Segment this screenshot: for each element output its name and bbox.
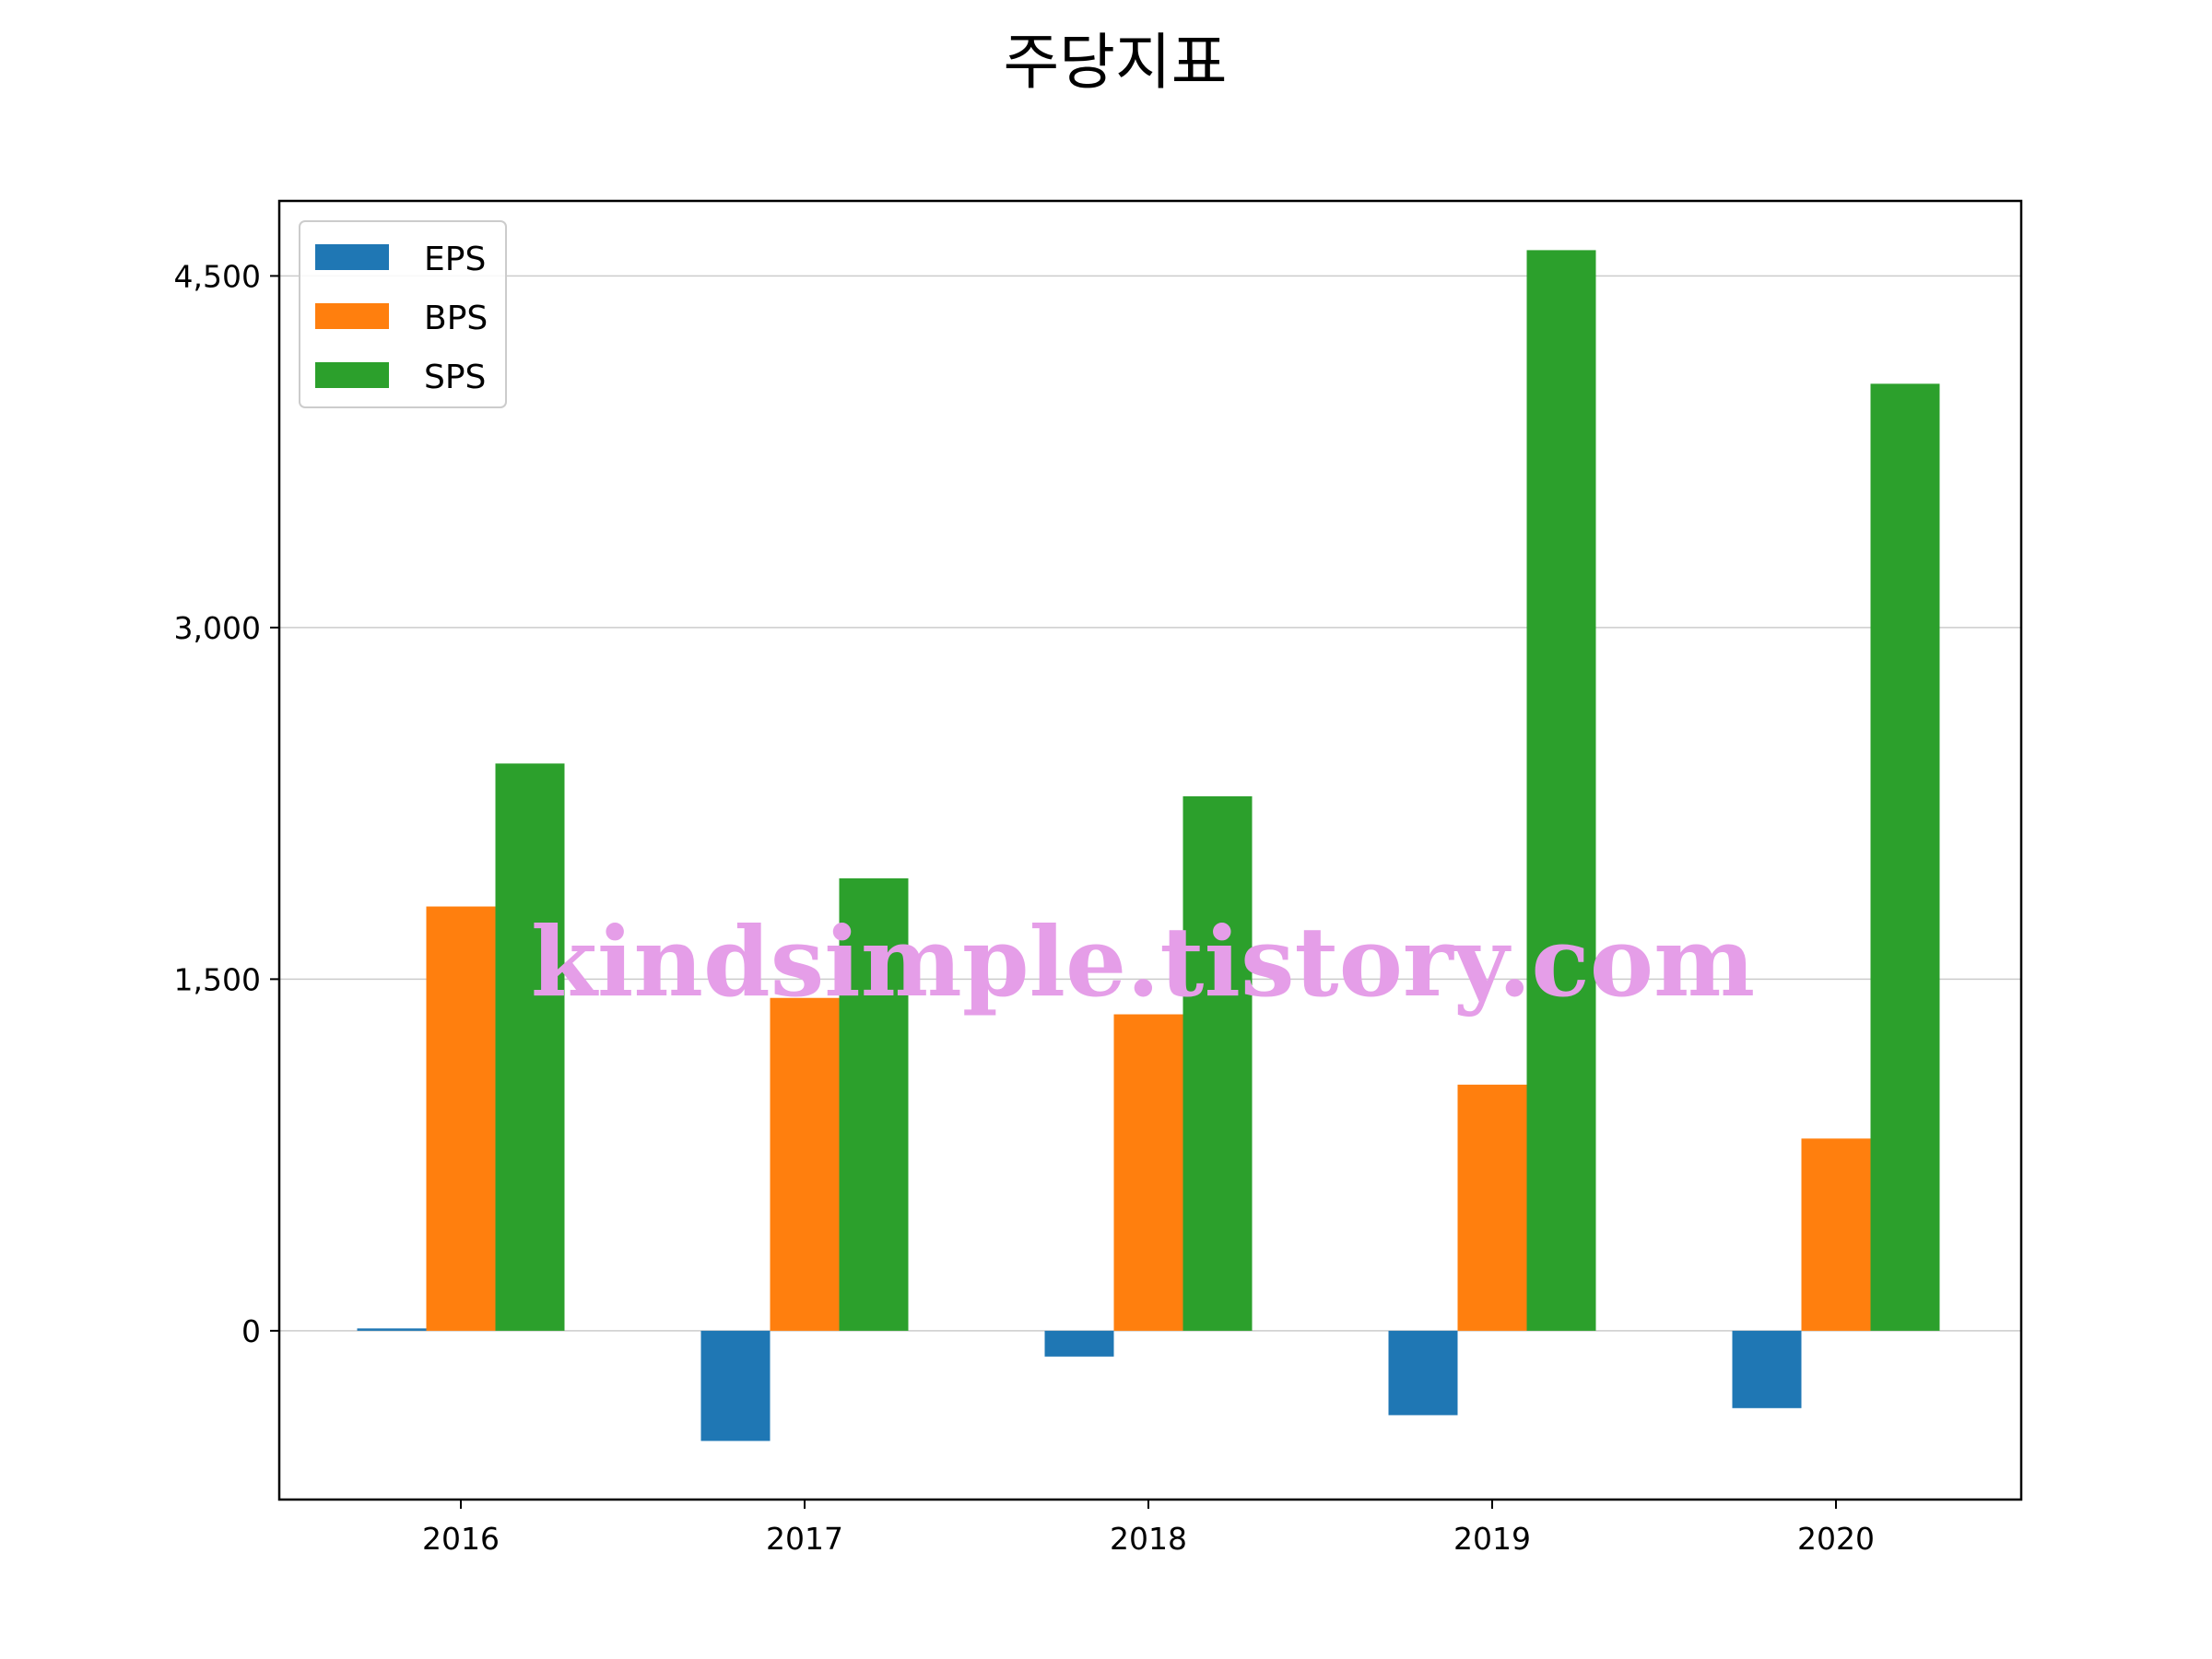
legend-swatch-sps [315,362,389,388]
bar-eps-2016 [357,1328,427,1331]
bar-eps-2019 [1388,1330,1458,1416]
bar-eps-2017 [700,1330,771,1441]
y-tick-label: 4,500 [174,258,261,294]
x-tick-label: 2018 [1110,1521,1187,1557]
bar-sps-2018 [1182,796,1253,1331]
legend-label-eps: EPS [424,241,486,278]
bar-eps-2020 [1732,1330,1802,1408]
bar-sps-2016 [495,763,565,1331]
legend-label-sps: SPS [424,359,486,396]
x-axis: 2016 2017 2018 2019 2020 [422,1500,1875,1557]
y-tick-label: 0 [241,1313,261,1349]
y-tick-label: 3,000 [174,610,261,646]
bars [357,250,1940,1441]
plot-frame [277,199,2023,1501]
bar-sps-2017 [839,878,909,1331]
chart-title: 주당지표 [1004,27,1228,98]
bar-eps-2018 [1044,1330,1114,1357]
y-tick-label: 1,500 [174,961,261,997]
legend-label-bps: BPS [424,300,488,337]
x-tick-label: 2017 [766,1521,843,1557]
legend-swatch-bps [315,303,389,329]
bar-sps-2020 [1870,383,1940,1331]
x-tick-label: 2016 [422,1521,500,1557]
bar-bps-2016 [426,906,496,1331]
legend-swatch-eps [315,244,389,270]
y-axis: 0 1,500 3,000 4,500 [174,258,279,1349]
x-tick-label: 2019 [1453,1521,1531,1557]
bar-bps-2020 [1801,1138,1871,1331]
bar-bps-2018 [1113,1014,1183,1331]
bar-bps-2019 [1457,1084,1527,1331]
x-tick-label: 2020 [1797,1521,1875,1557]
watermark: kindsimple.tistory.com [531,905,1755,1018]
bar-bps-2017 [770,997,840,1331]
legend: EPS BPS SPS [299,220,507,408]
bar-sps-2019 [1526,250,1596,1331]
